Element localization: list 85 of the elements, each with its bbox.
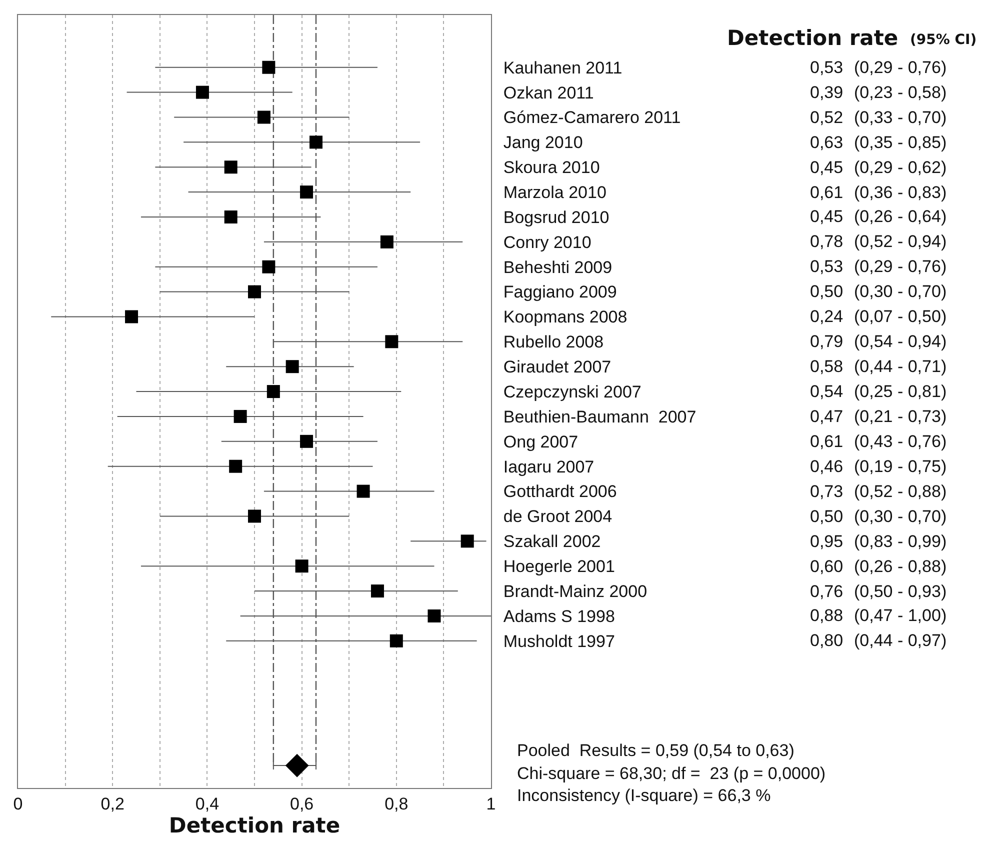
y-tick-label: Rubello 2008 xyxy=(503,332,604,352)
point xyxy=(266,385,280,398)
data-label: 0,45 (0,26 - 0,64) xyxy=(810,207,947,226)
x-tick-label: 0,6 xyxy=(290,794,314,814)
text: (95% CI) xyxy=(910,32,977,48)
y-tick-label: Szakall 2002 xyxy=(503,532,601,552)
data-label: 0,63 (0,35 - 0,85) xyxy=(810,133,947,152)
x-tick-label: 0,4 xyxy=(195,794,220,814)
data-label: 0,95 (0,83 - 0,99) xyxy=(810,532,947,551)
y-tick-label: Ozkan 2011 xyxy=(503,83,594,102)
y-tick-label: Ong 2007 xyxy=(503,432,578,452)
y-tick-label: Beheshti 2009 xyxy=(503,258,612,277)
point xyxy=(257,110,270,124)
point xyxy=(248,285,261,298)
y-tick-label: Faggiano 2009 xyxy=(503,282,617,302)
x-tick-label: 0 xyxy=(13,794,23,814)
data-label: 0,61 (0,36 - 0,83) xyxy=(810,183,947,202)
y-tick-label: Hoegerle 2001 xyxy=(503,557,615,576)
data-label: 0,45 (0,29 - 0,62) xyxy=(810,158,947,177)
y-tick-label: Bogsrud 2010 xyxy=(503,208,610,227)
point xyxy=(262,260,276,274)
y-tick-label: Kauhanen 2011 xyxy=(503,58,622,78)
point xyxy=(125,310,138,324)
y-tick-label: Czepczynski 2007 xyxy=(503,382,642,402)
y-tick-label: Musholdt 1997 xyxy=(503,632,615,651)
data-label: 0,52 (0,33 - 0,70) xyxy=(810,108,947,127)
point xyxy=(309,136,322,149)
x-axis-title: Detection rate xyxy=(168,813,340,838)
data-label: 0,24 (0,07 - 0,50) xyxy=(810,307,947,326)
point xyxy=(295,560,308,573)
x-tick-label: 0,2 xyxy=(100,794,124,814)
y-tick-label: Conry 2010 xyxy=(503,232,592,252)
point xyxy=(300,434,314,448)
data-label: 0,76 (0,50 - 0,93) xyxy=(810,582,947,601)
text: Pooled Results = 0,59 (0,54 to 0,63) xyxy=(517,741,794,760)
point xyxy=(229,460,242,473)
point xyxy=(385,335,398,348)
point xyxy=(286,360,299,374)
point xyxy=(356,484,370,498)
point xyxy=(262,60,276,74)
data-label: 0,79 (0,54 - 0,94) xyxy=(810,332,947,351)
data-label: 0,88 (0,47 - 1,00) xyxy=(810,606,947,625)
point xyxy=(224,210,238,224)
data-label: 0,50 (0,30 - 0,70) xyxy=(810,282,947,301)
x-tick-label: 1 xyxy=(486,794,496,814)
data-label: 0,53 (0,29 - 0,76) xyxy=(810,58,947,77)
y-tick-label: Skoura 2010 xyxy=(503,158,600,178)
data-label: 0,78 (0,52 - 0,94) xyxy=(810,232,947,251)
point xyxy=(370,584,384,598)
data-label: 0,46 (0,19 - 0,75) xyxy=(810,457,947,476)
y-tick-label: Giraudet 2007 xyxy=(503,358,612,377)
point xyxy=(196,86,209,99)
data-label: 0,60 (0,26 - 0,88) xyxy=(810,557,947,576)
data-label: 0,50 (0,30 - 0,70) xyxy=(810,507,947,526)
y-tick-label: Adams S 1998 xyxy=(503,606,615,626)
y-tick-label: Marzola 2010 xyxy=(503,182,606,202)
data-label: 0,73 (0,52 - 0,88) xyxy=(810,482,947,501)
y-tick-label: Jang 2010 xyxy=(503,133,583,152)
point xyxy=(248,510,261,523)
data-label: 0,39 (0,23 - 0,58) xyxy=(810,83,947,102)
data-label: 0,80 (0,44 - 0,97) xyxy=(810,631,947,650)
point xyxy=(234,410,247,423)
y-tick-label: Gotthardt 2006 xyxy=(503,482,617,502)
point xyxy=(390,634,403,648)
point xyxy=(428,609,441,622)
y-tick-label: de Groot 2004 xyxy=(503,507,612,526)
data-label: 0,54 (0,25 - 0,81) xyxy=(810,382,947,401)
text: Inconsistency (I-square) = 66,3 % xyxy=(517,786,771,805)
y-tick-label: Gómez-Camarero 2011 xyxy=(503,108,681,128)
y-tick-label: Iagaru 2007 xyxy=(503,457,594,476)
x-tick-label: 0,8 xyxy=(384,794,408,814)
y-tick-label: Beuthien-Baumann 2007 xyxy=(503,407,696,426)
data-label: 0,53 (0,29 - 0,76) xyxy=(810,257,947,276)
data-label: 0,58 (0,44 - 0,71) xyxy=(810,357,947,376)
point xyxy=(224,160,238,174)
point xyxy=(380,235,394,248)
data-label: 0,47 (0,21 - 0,73) xyxy=(810,407,947,426)
point xyxy=(460,534,474,548)
text: Detection rate xyxy=(727,26,898,50)
text: Chi-square = 68,30; df = 23 (p = 0,0000) xyxy=(517,764,826,783)
point xyxy=(300,186,314,199)
point xyxy=(285,754,309,778)
data-label: 0,61 (0,43 - 0,76) xyxy=(810,432,947,451)
y-tick-label: Koopmans 2008 xyxy=(503,308,628,327)
y-tick-label: Brandt-Mainz 2000 xyxy=(503,582,648,601)
